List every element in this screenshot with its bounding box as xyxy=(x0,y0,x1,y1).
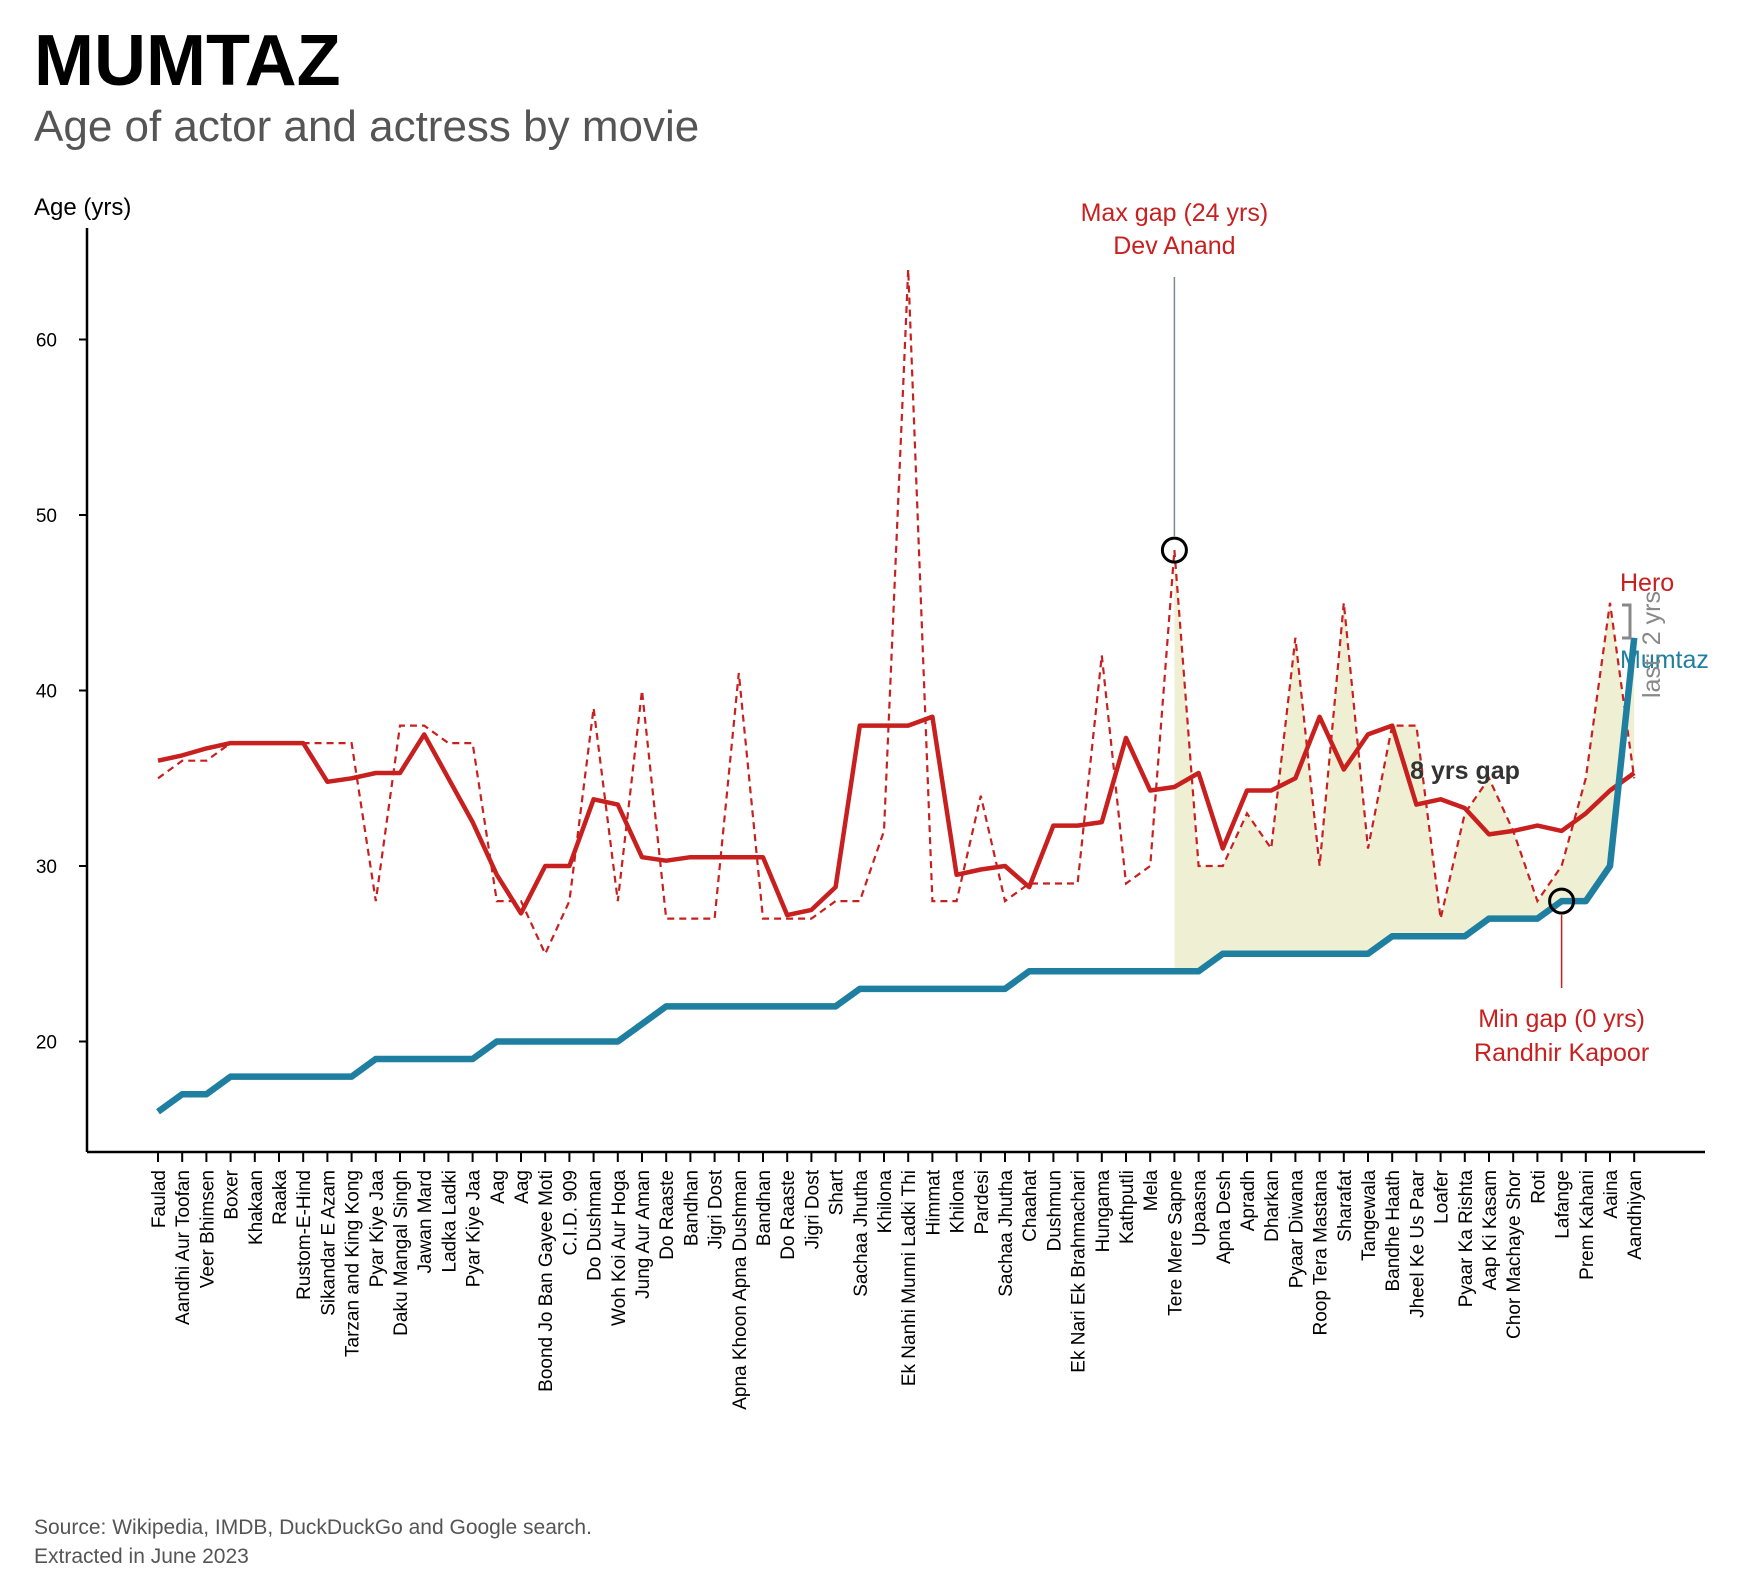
x-tick-label: Dushmun xyxy=(1044,1170,1065,1251)
x-tick-label: Ladka Ladki xyxy=(439,1170,460,1272)
series-hero-line xyxy=(157,269,1636,957)
y-tick-label: 40 xyxy=(36,682,57,703)
x-tick-label: Chor Machaye Shor xyxy=(1504,1169,1525,1339)
x-tick-label: Apradh xyxy=(1238,1170,1259,1231)
x-tick-label: Sachaa Jhutha xyxy=(851,1170,872,1297)
x-tick-label: Faulad xyxy=(149,1170,170,1228)
y-tick-label: 50 xyxy=(36,506,57,527)
extracted-date: Extracted in June 2023 xyxy=(34,1545,249,1568)
x-tick-label: Aag xyxy=(488,1170,509,1204)
x-tick-label: Dharkan xyxy=(1262,1170,1283,1242)
y-tick-label: 30 xyxy=(36,857,57,878)
min-gap-marker xyxy=(1548,887,1576,915)
x-tick-label: Do Raaste xyxy=(778,1170,799,1260)
source-footer: Source: Wikipedia, IMDB, DuckDuckGo and … xyxy=(34,1513,592,1571)
min-gap-actor: Randhir Kapoor xyxy=(1474,1039,1649,1067)
x-tick-label: Rustom-E-Hind xyxy=(294,1170,315,1300)
x-tick-label: Ek Nanhi Munni Ladki Thi xyxy=(899,1170,920,1386)
x-tick-label: Sachaa Jhutha xyxy=(996,1170,1017,1297)
x-tick-label: Boxer xyxy=(222,1169,243,1219)
last-gap-bracket xyxy=(1622,603,1632,640)
max-gap-actor: Dev Anand xyxy=(1113,232,1235,260)
x-tick-label: Roti xyxy=(1528,1170,1549,1204)
line-chart: 20 30 40 50 60 Age (yrs) Faulad Aandhi Aur Toof… xyxy=(34,194,1709,1410)
x-tick-label: Sharafat xyxy=(1335,1169,1356,1242)
x-tick-label: Pyar Kiye Jaa xyxy=(464,1170,485,1288)
y-tick-label: 60 xyxy=(36,331,57,352)
x-tick-label: Aandhiyan xyxy=(1625,1170,1646,1260)
x-tick-label: Daku Mangal Singh xyxy=(391,1170,412,1336)
actress-end-label: Mumtaz xyxy=(1620,646,1709,674)
x-tick-label: Jawan Mard xyxy=(415,1170,436,1274)
x-tick-label: Chaahat xyxy=(1020,1169,1041,1242)
x-tick-label: Upaasna xyxy=(1190,1170,1211,1246)
x-tick-label: Jigri Dost xyxy=(706,1169,727,1249)
x-tick-label: Do Dushman xyxy=(585,1170,606,1281)
hero-end-label: Hero xyxy=(1620,569,1674,597)
x-tick-label: Khilona xyxy=(948,1170,969,1234)
x-tick-label: Khilona xyxy=(875,1170,896,1234)
x-tick-label: Pardesi xyxy=(972,1170,993,1234)
x-tick-label: Apna Desh xyxy=(1214,1170,1235,1264)
x-tick-label: Do Raaste xyxy=(657,1170,678,1260)
x-tick-label: Tarzan and King Kong xyxy=(343,1170,364,1357)
x-tick-label: Tangewala xyxy=(1359,1170,1380,1261)
x-tick-label: Boond Jo Ban Gayee Moti xyxy=(536,1170,557,1392)
x-tick-label: Bandhan xyxy=(754,1170,775,1246)
x-tick-label: Jung Aur Aman xyxy=(633,1170,654,1299)
x-tick-label: Pyar Kiye Jaa xyxy=(367,1170,388,1288)
gap-label: 8 yrs gap xyxy=(1410,757,1520,785)
x-tick-label: Loafer xyxy=(1432,1169,1453,1224)
x-tick-label: Pyaar Ka Rishta xyxy=(1456,1170,1477,1308)
max-gap-label: Max gap (24 yrs) xyxy=(1081,199,1269,227)
x-tick-label: Bandhan xyxy=(681,1170,702,1246)
x-tick-label: Prem Kahani xyxy=(1577,1170,1598,1280)
x-tick-label: Raaka xyxy=(270,1170,291,1225)
x-tick-label: Jigri Dost xyxy=(802,1169,823,1249)
x-tick-label: Lafange xyxy=(1553,1170,1574,1239)
x-tick-label: Aag xyxy=(512,1170,533,1204)
x-tick-label: C.I.D. 909 xyxy=(560,1170,581,1256)
series-hero-avg-line xyxy=(157,714,1636,918)
min-gap-label: Min gap (0 yrs) xyxy=(1478,1005,1645,1033)
x-tick-label: Aap Ki Kasam xyxy=(1480,1170,1501,1290)
x-tick-label: Shart xyxy=(827,1169,848,1215)
x-tick-label: Sikandar E Azam xyxy=(318,1170,339,1316)
last-gap-label: last: 2 yrs xyxy=(1638,591,1666,698)
source-text: Source: Wikipedia, IMDB, DuckDuckGo and … xyxy=(34,1516,592,1539)
x-tick-label: Woh Koi Aur Hoga xyxy=(609,1170,630,1326)
x-tick-label: Veer Bhimsen xyxy=(197,1170,218,1288)
x-tick-label: Himmat xyxy=(923,1169,944,1235)
x-tick-label: Apna Khoon Apna Dushman xyxy=(730,1170,751,1410)
series-actress-line xyxy=(156,637,1638,1115)
x-tick-label: Roop Tera Mastana xyxy=(1311,1170,1332,1336)
x-tick-label: Bandhe Haath xyxy=(1383,1170,1404,1292)
x-tick-label: Kathputli xyxy=(1117,1170,1138,1244)
chart-subtitle: Age of actor and actress by movie xyxy=(34,102,700,151)
x-tick-label: Pyaar Diwana xyxy=(1286,1170,1307,1289)
x-tick-label: Mela xyxy=(1141,1170,1162,1212)
x-tick-label: Aaina xyxy=(1601,1170,1622,1219)
x-tick-label: Khakaan xyxy=(246,1170,267,1245)
x-tick-label: Aandhi Aur Toofan xyxy=(173,1170,194,1325)
x-tick-label: Ek Nari Ek Brahmachari xyxy=(1069,1170,1090,1373)
max-gap-marker xyxy=(1160,536,1188,564)
y-tick-label: 20 xyxy=(36,1033,57,1054)
chart-title: MUMTAZ xyxy=(34,21,341,101)
x-tick-label: Tere Mere Sapne xyxy=(1165,1170,1186,1316)
x-tick-label: Jheel Ke Us Paar xyxy=(1407,1169,1428,1318)
y-axis-label: Age (yrs) xyxy=(34,194,131,221)
x-tick-label: Hungama xyxy=(1093,1170,1114,1253)
